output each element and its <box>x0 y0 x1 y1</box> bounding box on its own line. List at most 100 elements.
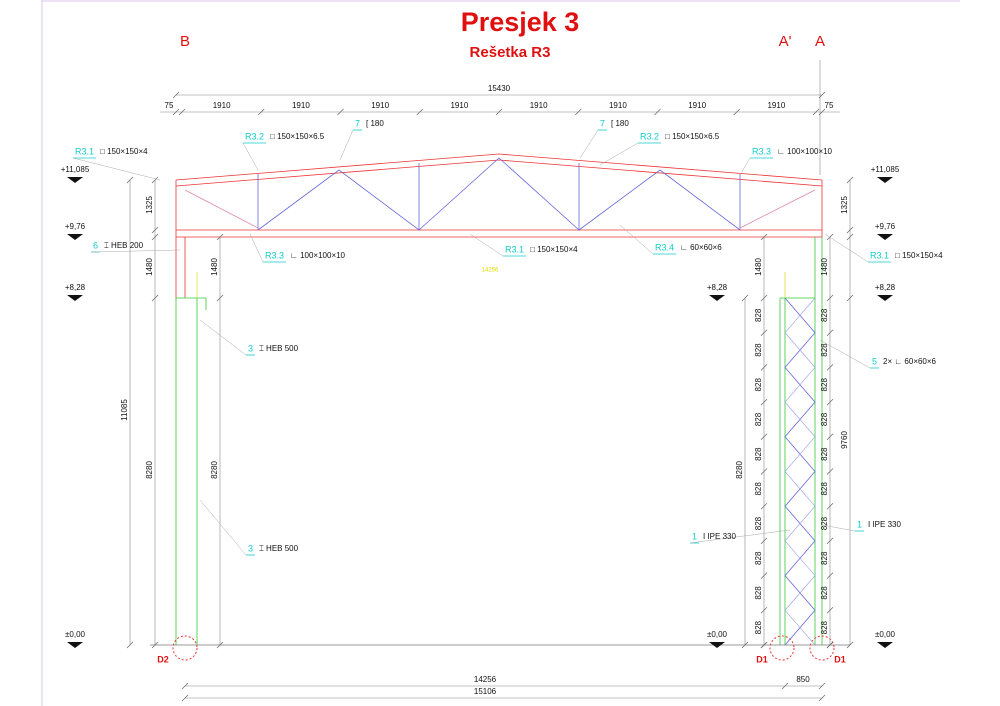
leader <box>72 157 161 181</box>
dim-tick <box>760 398 768 406</box>
member-mark: 1 <box>692 531 697 541</box>
dimension: 828 <box>820 412 829 426</box>
dim-tick <box>846 226 854 234</box>
dim-tick <box>151 294 159 302</box>
dim-tick <box>181 682 189 690</box>
elevation-marker <box>877 234 893 240</box>
elevation: +8,28 <box>707 283 728 292</box>
leader <box>199 499 247 556</box>
web <box>184 189 259 229</box>
subtitle: Rešetka R3 <box>470 44 551 61</box>
dim-tick <box>151 176 159 184</box>
dim-tick <box>216 294 224 302</box>
dimension: 11085 <box>120 399 129 421</box>
dimension: 828 <box>820 586 829 600</box>
member-mark: 7 <box>600 118 605 128</box>
dimension: 1325 <box>145 196 154 214</box>
dimension: 828 <box>754 447 763 461</box>
elevation: ±0,00 <box>875 630 896 639</box>
member-profile: □ 150×150×6.5 <box>665 132 720 141</box>
member-mark: R3.1 <box>505 244 524 254</box>
dim-tick <box>575 108 582 116</box>
dimension: 1910 <box>767 101 785 110</box>
dimension: 8280 <box>735 461 744 479</box>
member-mark: 3 <box>248 343 253 353</box>
web <box>257 163 420 231</box>
dimension: 828 <box>754 308 763 322</box>
dimension: 1910 <box>213 101 231 110</box>
elevation-marker <box>877 177 893 183</box>
elevation-marker <box>67 177 83 183</box>
leader <box>599 142 639 166</box>
leader <box>339 129 354 161</box>
member-profile: ∟ 100×100×10 <box>777 147 833 156</box>
dimension: 1910 <box>688 101 706 110</box>
elevation: ±0,00 <box>707 630 728 639</box>
dimension: 1480 <box>210 258 219 276</box>
support-label: D1 <box>756 654 768 664</box>
member-mark: R3.2 <box>640 131 659 141</box>
member-profile: [ 180 <box>366 119 384 128</box>
dimension: 828 <box>820 343 829 357</box>
dim-tick <box>760 607 768 614</box>
dimension: 828 <box>754 343 763 357</box>
leader <box>469 233 504 257</box>
dim-tick <box>818 108 826 116</box>
dim-tick <box>416 108 423 116</box>
dimension: 14256 <box>474 675 497 684</box>
dim-tick <box>818 682 826 690</box>
leader <box>199 319 247 356</box>
geometry <box>129 60 851 699</box>
dim-tick <box>846 641 854 649</box>
member-profile: 2× ∟ 60×60×6 <box>883 357 937 366</box>
dim-tick <box>760 364 768 371</box>
dim-tick <box>151 226 159 234</box>
leader <box>689 529 791 544</box>
dimension: 75 <box>825 101 834 110</box>
member-mark: 1 <box>857 519 862 529</box>
member-profile: [ 180 <box>611 119 629 128</box>
title: Presjek 3 <box>461 7 580 37</box>
elevation-marker <box>709 642 725 648</box>
dim-tick <box>760 468 768 475</box>
dimension: 1480 <box>754 258 763 276</box>
dimension: 8280 <box>145 461 154 479</box>
dim-tick <box>172 91 180 99</box>
web <box>739 189 816 229</box>
dimension: 850 <box>796 675 810 684</box>
dim-tick <box>760 294 768 302</box>
dim-tick <box>826 294 834 302</box>
elevation: ±0,00 <box>65 630 86 639</box>
dim-tick <box>846 294 854 302</box>
dim-tick <box>172 108 180 116</box>
dim-tick <box>126 641 134 649</box>
elevation-marker <box>877 295 893 301</box>
dim-tick <box>818 694 826 702</box>
dim-tick <box>826 502 834 510</box>
axis-label: B <box>180 33 190 50</box>
member-profile: □ 150×150×4 <box>895 251 943 260</box>
dim-tick <box>741 294 749 302</box>
dim-tick <box>495 108 503 116</box>
member-profile: ∟ 60×60×6 <box>680 243 722 252</box>
dimension: 828 <box>754 620 763 634</box>
elevation: +11,085 <box>61 165 90 174</box>
dimension: 828 <box>754 551 763 565</box>
dim-tick <box>781 682 789 690</box>
lattice <box>784 297 816 646</box>
dim-tick <box>826 468 834 475</box>
dim-tick <box>760 433 768 441</box>
member-mark: R3.1 <box>870 250 889 260</box>
leader <box>819 339 871 369</box>
dim-tick <box>181 694 189 702</box>
leader <box>249 233 264 263</box>
member-profile: □ 150×150×4 <box>530 245 578 254</box>
dim-tick <box>760 572 768 579</box>
member-mark: R3.4 <box>655 242 674 252</box>
dimension: 828 <box>820 620 829 634</box>
dim-tick <box>151 233 159 241</box>
dim-tick <box>151 641 159 649</box>
dim-tick <box>741 641 749 649</box>
dimension: 828 <box>820 447 829 461</box>
dim-tick <box>178 108 186 116</box>
